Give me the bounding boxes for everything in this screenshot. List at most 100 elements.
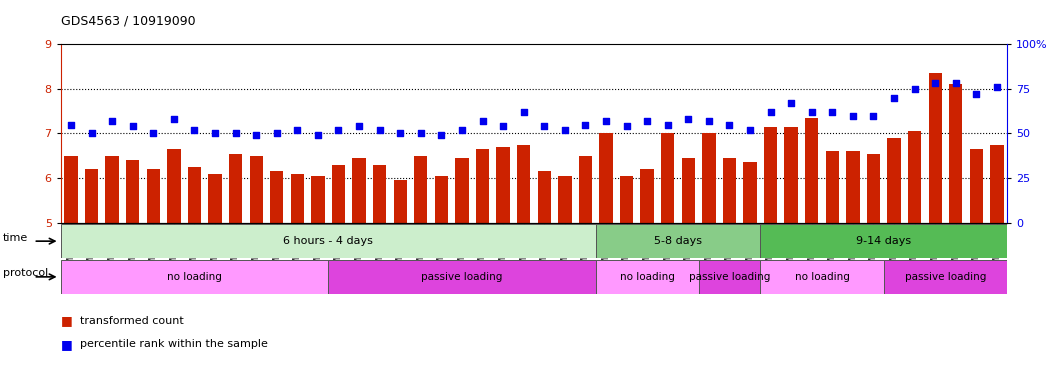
Point: [824, 109, 841, 115]
Bar: [620, 176, 633, 223]
Bar: [990, 145, 1004, 223]
Point: [907, 86, 923, 92]
Point: [372, 127, 388, 133]
Point: [330, 127, 347, 133]
Point: [598, 118, 615, 124]
Bar: [784, 127, 798, 223]
Point: [227, 131, 244, 137]
Bar: [415, 156, 427, 223]
Bar: [270, 171, 284, 223]
Point: [104, 118, 120, 124]
Text: ■: ■: [61, 338, 76, 351]
Point: [741, 127, 758, 133]
Point: [453, 127, 470, 133]
Point: [310, 132, 327, 138]
Point: [165, 116, 182, 122]
Bar: [599, 134, 612, 223]
Point: [83, 131, 99, 137]
Point: [186, 127, 203, 133]
Point: [413, 131, 429, 137]
Bar: [332, 165, 346, 223]
Text: percentile rank within the sample: percentile rank within the sample: [80, 339, 267, 349]
Bar: [929, 73, 942, 223]
Point: [618, 123, 634, 129]
Point: [144, 131, 161, 137]
Bar: [168, 149, 180, 223]
Point: [660, 121, 676, 127]
Text: 6 hours - 4 days: 6 hours - 4 days: [284, 236, 373, 246]
Bar: [187, 167, 201, 223]
Point: [125, 123, 141, 129]
Bar: [722, 158, 736, 223]
Point: [495, 123, 512, 129]
Point: [556, 127, 573, 133]
Point: [948, 80, 964, 86]
Bar: [373, 165, 386, 223]
Text: ■: ■: [61, 314, 76, 328]
Bar: [949, 84, 962, 223]
Bar: [970, 149, 983, 223]
Bar: [475, 149, 489, 223]
Bar: [698, 260, 760, 294]
Point: [721, 121, 738, 127]
Bar: [867, 154, 881, 223]
Point: [392, 131, 408, 137]
Point: [268, 131, 285, 137]
Bar: [353, 158, 365, 223]
Text: no loading: no loading: [795, 272, 849, 282]
Text: GDS4563 / 10919090: GDS4563 / 10919090: [61, 15, 196, 28]
Bar: [291, 174, 304, 223]
Text: 9-14 days: 9-14 days: [856, 236, 911, 246]
Bar: [743, 162, 757, 223]
Point: [515, 109, 532, 115]
Point: [803, 109, 820, 115]
Bar: [126, 160, 139, 223]
Bar: [596, 260, 698, 294]
Bar: [249, 156, 263, 223]
Text: protocol: protocol: [3, 268, 48, 278]
Point: [206, 131, 223, 137]
Bar: [760, 260, 884, 294]
Bar: [596, 224, 760, 258]
Bar: [558, 176, 572, 223]
Point: [783, 100, 800, 106]
Bar: [661, 134, 674, 223]
Bar: [85, 169, 98, 223]
Bar: [764, 127, 777, 223]
Text: transformed count: transformed count: [80, 316, 183, 326]
Text: passive loading: passive loading: [689, 272, 771, 282]
Bar: [760, 224, 1007, 258]
Bar: [908, 131, 921, 223]
Point: [680, 116, 696, 122]
Point: [639, 118, 655, 124]
Bar: [435, 176, 448, 223]
Bar: [61, 224, 596, 258]
Bar: [64, 156, 77, 223]
Point: [536, 123, 553, 129]
Bar: [641, 169, 653, 223]
Point: [577, 121, 594, 127]
Bar: [328, 260, 596, 294]
Bar: [682, 158, 695, 223]
Bar: [537, 171, 551, 223]
Point: [474, 118, 491, 124]
Text: passive loading: passive loading: [905, 272, 986, 282]
Bar: [846, 151, 860, 223]
Point: [289, 127, 306, 133]
Bar: [888, 138, 900, 223]
Bar: [106, 156, 119, 223]
Bar: [394, 180, 407, 223]
Point: [762, 109, 779, 115]
Point: [865, 113, 882, 119]
Bar: [311, 176, 325, 223]
Text: passive loading: passive loading: [421, 272, 503, 282]
Bar: [208, 174, 222, 223]
Bar: [884, 260, 1007, 294]
Bar: [496, 147, 510, 223]
Text: no loading: no loading: [168, 272, 222, 282]
Bar: [805, 118, 819, 223]
Bar: [229, 154, 242, 223]
Point: [248, 132, 265, 138]
Bar: [517, 145, 531, 223]
Point: [700, 118, 717, 124]
